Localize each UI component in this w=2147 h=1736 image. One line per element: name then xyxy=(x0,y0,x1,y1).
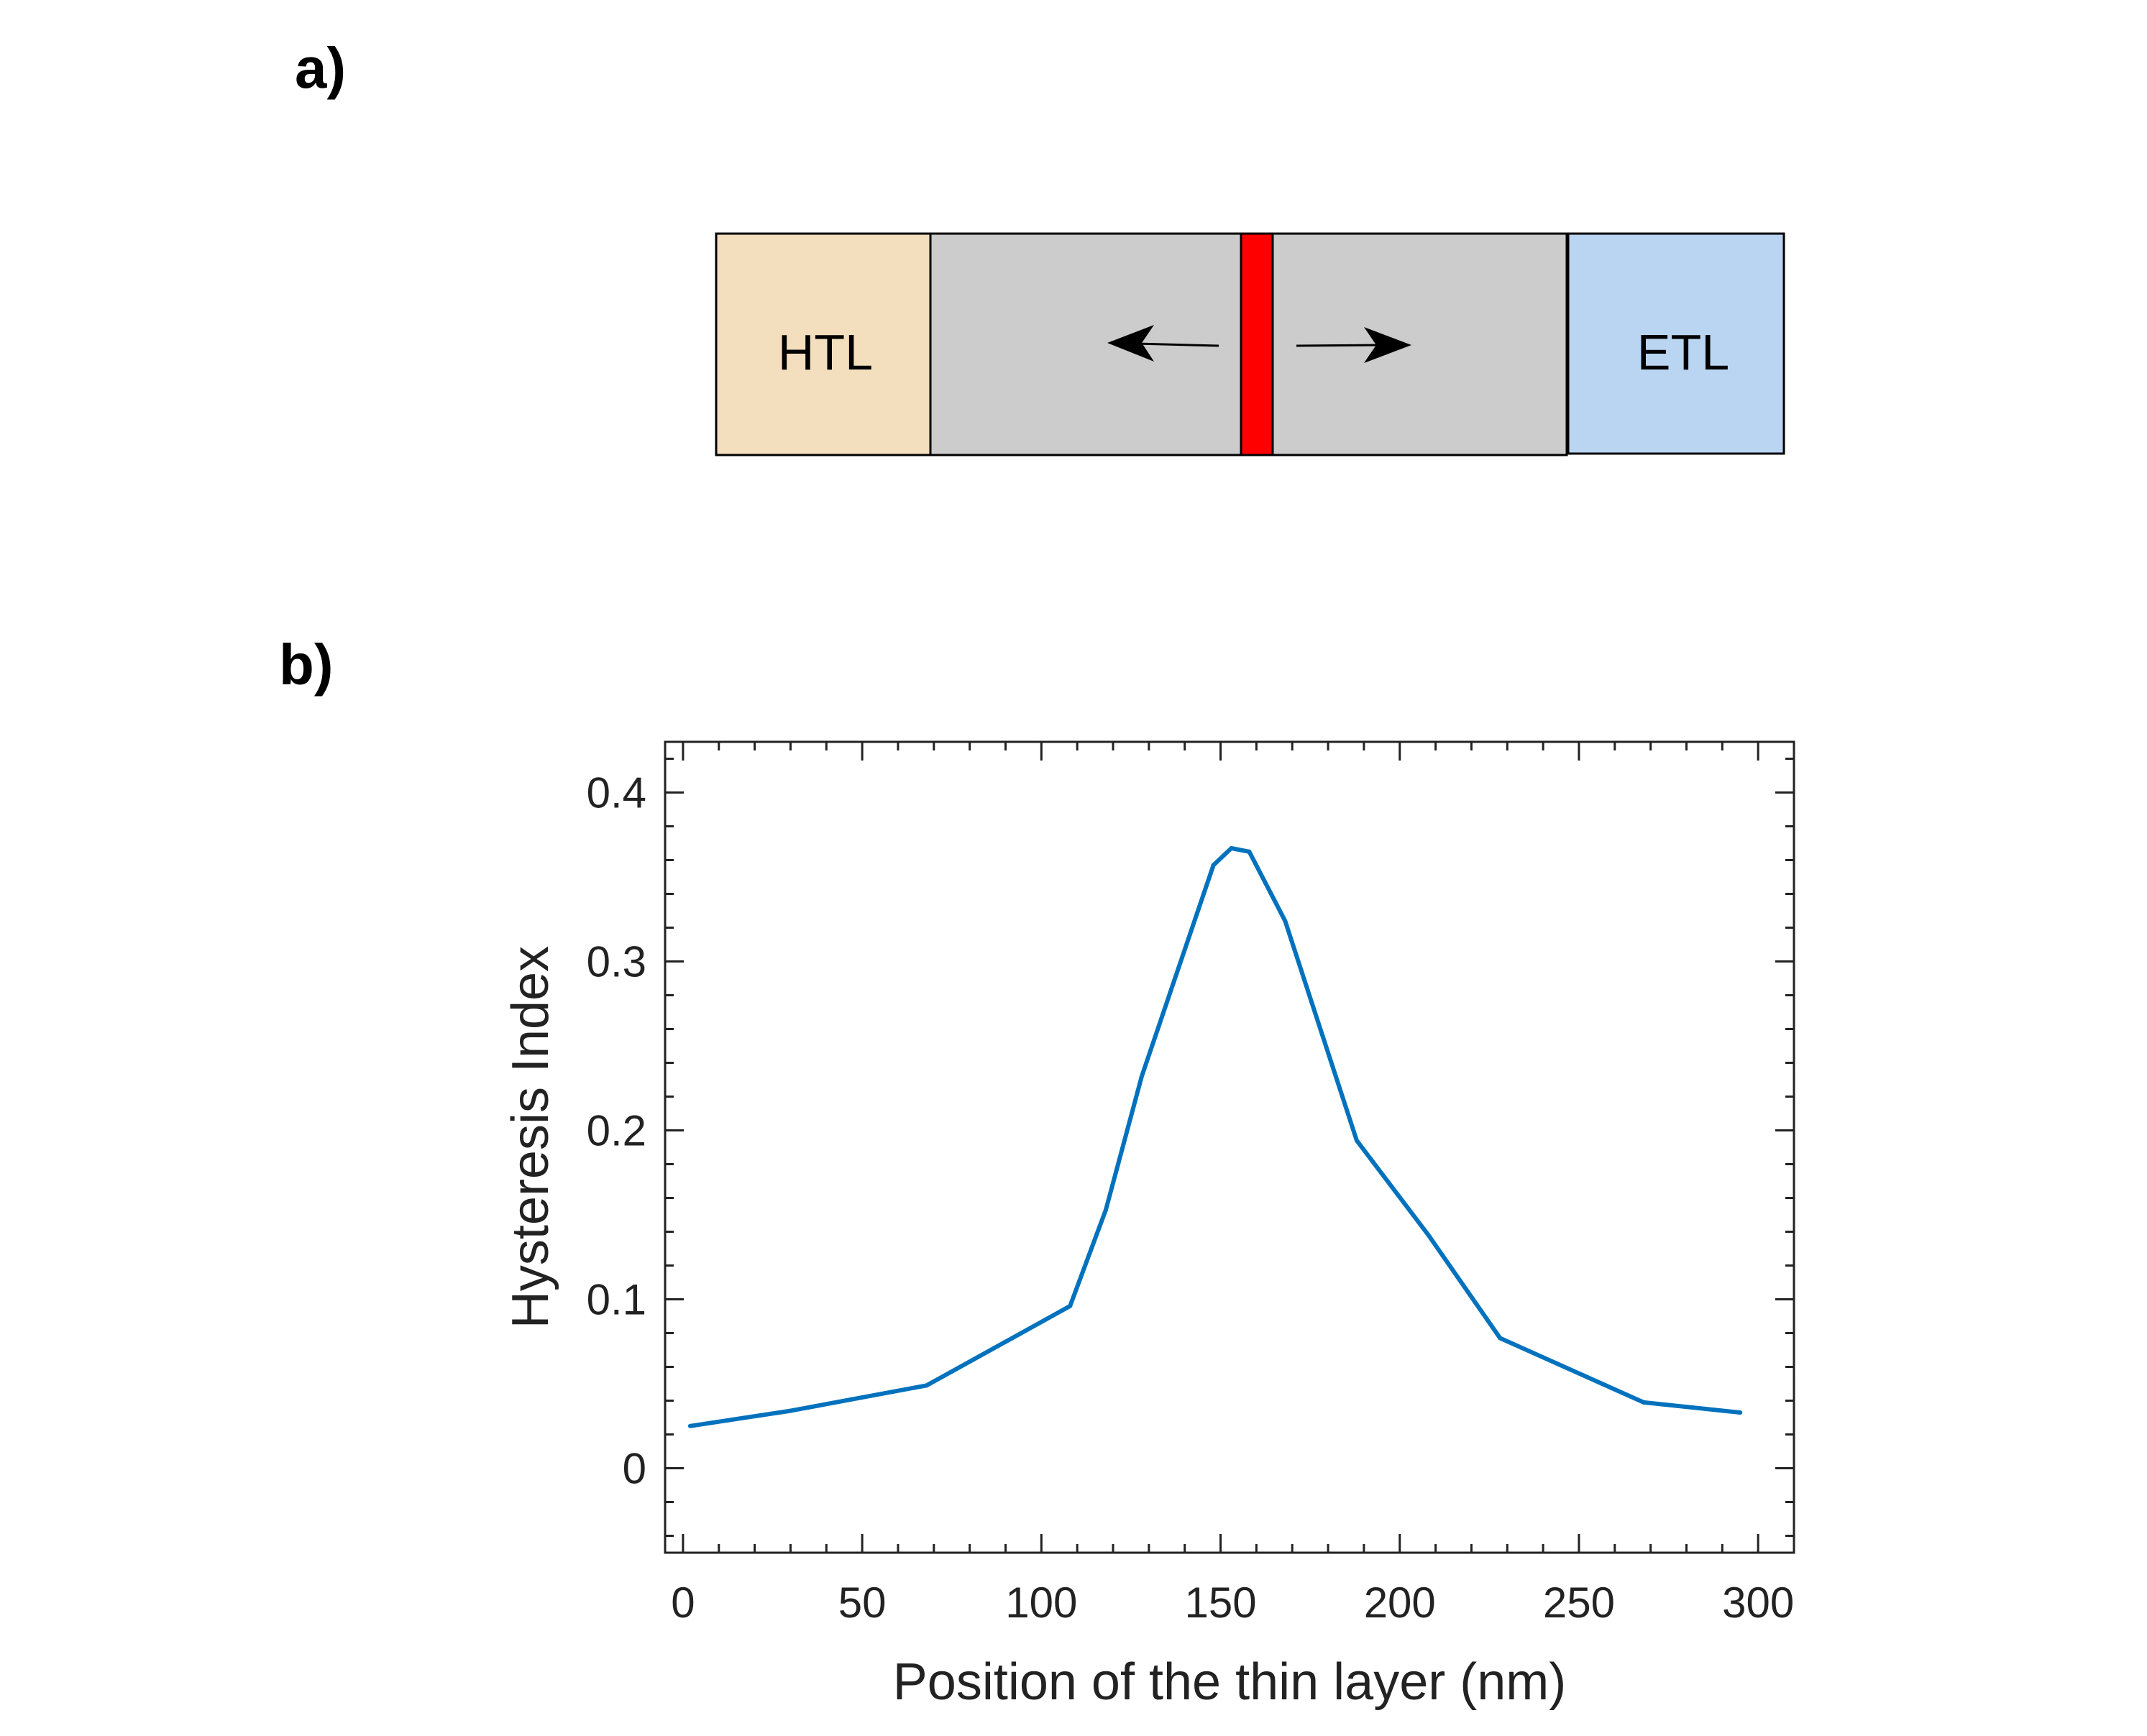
data-point xyxy=(1068,1303,1073,1308)
data-point xyxy=(1104,1207,1109,1212)
data-point xyxy=(1283,919,1288,924)
data-point xyxy=(1229,846,1234,851)
data-point xyxy=(1498,1336,1503,1341)
x-tick-label: 150 xyxy=(1184,1579,1256,1627)
x-axis-title: Position of the thin layer (nm) xyxy=(893,1653,1566,1711)
minor-ticks xyxy=(665,742,1794,1553)
y-tick-label: 0 xyxy=(623,1445,646,1493)
right-arrow-icon xyxy=(1364,327,1411,363)
data-point xyxy=(1354,1138,1359,1143)
y-axis-title: Hysteresis Index xyxy=(502,946,559,1328)
y-tick-label: 0.3 xyxy=(587,938,646,986)
y-tick-label: 0.2 xyxy=(587,1107,646,1155)
perovskite-layer-right xyxy=(1271,232,1568,456)
right-arrow-shaft xyxy=(1296,344,1381,347)
series-points xyxy=(687,846,1743,1428)
data-point xyxy=(1211,863,1216,868)
x-tick-label: 300 xyxy=(1722,1579,1794,1627)
etl-label: ETL xyxy=(1637,324,1729,380)
device-diagram: HTL ETL xyxy=(715,232,1785,456)
data-point xyxy=(1139,1074,1144,1079)
data-point xyxy=(1247,849,1252,854)
etl-layer xyxy=(1567,232,1785,455)
thin-layer xyxy=(1240,232,1274,456)
x-tick-labels: 0 50 100 150 200 250 300 xyxy=(671,1579,1794,1627)
data-point xyxy=(1641,1400,1646,1405)
x-tick-label: 250 xyxy=(1543,1579,1615,1627)
data-point xyxy=(1738,1410,1743,1415)
panel-b-label: b) xyxy=(279,633,334,697)
y-tick-label: 0.1 xyxy=(587,1276,646,1324)
x-tick-label: 100 xyxy=(1005,1579,1077,1627)
x-tick-label: 50 xyxy=(838,1579,887,1627)
data-point xyxy=(788,1408,793,1413)
htl-label: HTL xyxy=(778,324,873,380)
panel-a-label: a) xyxy=(295,36,346,100)
data-point xyxy=(1426,1233,1431,1238)
plot-area xyxy=(664,740,1795,1554)
y-tick-label: 0.4 xyxy=(587,769,646,817)
major-ticks xyxy=(665,742,1794,1553)
series-line-hysteresis-index xyxy=(690,846,1741,1428)
data-point xyxy=(687,1423,692,1428)
htl-layer xyxy=(715,232,932,456)
left-arrow-icon xyxy=(1107,325,1154,362)
x-tick-label: 200 xyxy=(1364,1579,1436,1627)
hysteresis-chart: 0 50 100 150 200 250 300 0 0.1 0.2 0.3 0.4 Positio… xyxy=(502,740,1795,1711)
y-tick-labels: 0 0.1 0.2 0.3 0.4 xyxy=(587,769,646,1493)
data-point xyxy=(924,1383,929,1388)
left-arrow-shaft xyxy=(1135,342,1219,347)
x-tick-label: 0 xyxy=(671,1579,695,1627)
